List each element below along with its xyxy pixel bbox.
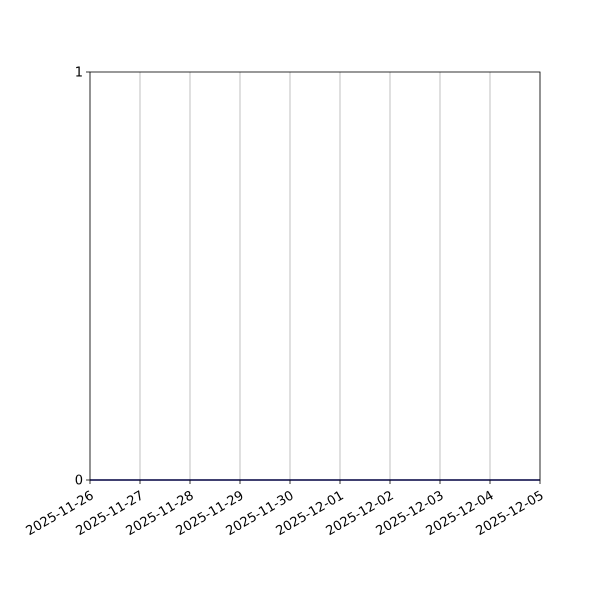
y-tick-label: 1 <box>75 66 83 81</box>
y-tick-label: 0 <box>75 474 83 489</box>
plot-frame <box>89 71 541 481</box>
